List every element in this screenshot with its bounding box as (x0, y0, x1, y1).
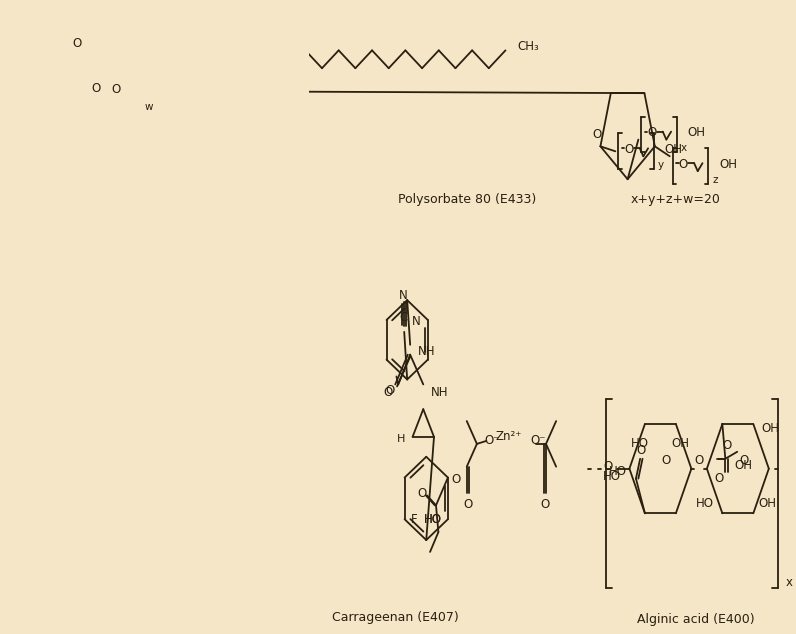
Text: x+y+z+w=20: x+y+z+w=20 (630, 193, 720, 205)
Text: O: O (624, 143, 634, 156)
Text: Polysorbate 80 (E433): Polysorbate 80 (E433) (398, 193, 536, 205)
Text: O: O (72, 37, 82, 50)
Text: CH₃: CH₃ (517, 40, 539, 53)
Text: O: O (647, 126, 657, 139)
Text: Zn²⁺: Zn²⁺ (495, 430, 521, 443)
Text: w: w (144, 102, 153, 112)
Text: O: O (385, 384, 395, 397)
Text: O: O (739, 454, 748, 467)
Text: O: O (661, 454, 671, 467)
Text: O: O (540, 498, 549, 511)
Text: OH: OH (719, 158, 737, 171)
Text: NH: NH (418, 345, 435, 358)
Text: Alginic acid (E400): Alginic acid (E400) (638, 613, 755, 626)
Text: N: N (412, 316, 420, 328)
Text: OH: OH (758, 497, 776, 510)
Text: O: O (679, 158, 688, 171)
Text: O: O (637, 444, 646, 457)
Text: O: O (383, 386, 392, 399)
Text: y: y (657, 160, 664, 170)
Text: O: O (722, 439, 732, 452)
Text: O⁻: O⁻ (485, 434, 500, 448)
Text: HO: HO (424, 513, 442, 526)
Text: O: O (694, 454, 704, 467)
Text: Carrageenan (E407): Carrageenan (E407) (332, 611, 458, 624)
Text: NH: NH (431, 386, 448, 399)
Text: HO: HO (603, 470, 621, 483)
Text: H: H (397, 434, 405, 444)
Text: HO: HO (696, 497, 714, 510)
Text: OH: OH (734, 459, 752, 472)
Text: z: z (712, 175, 717, 185)
Text: x: x (681, 143, 687, 153)
Text: O: O (463, 498, 473, 511)
Text: HO: HO (424, 513, 442, 526)
Text: OH: OH (762, 422, 779, 436)
Text: x: x (786, 576, 793, 589)
Text: OH: OH (688, 126, 706, 139)
Text: O⁻: O⁻ (530, 434, 546, 448)
Text: O: O (451, 473, 460, 486)
Text: OH: OH (672, 437, 689, 450)
Text: F: F (411, 513, 417, 526)
Text: C: C (400, 311, 408, 325)
Text: OH: OH (665, 143, 683, 156)
Text: O: O (592, 128, 601, 141)
Text: O: O (111, 82, 120, 96)
Text: HO: HO (609, 465, 627, 478)
Text: O: O (91, 82, 100, 94)
Text: HO: HO (631, 437, 649, 450)
Text: N: N (400, 288, 408, 302)
Text: O: O (603, 460, 613, 473)
Text: O: O (715, 472, 724, 485)
Text: O: O (417, 487, 427, 500)
